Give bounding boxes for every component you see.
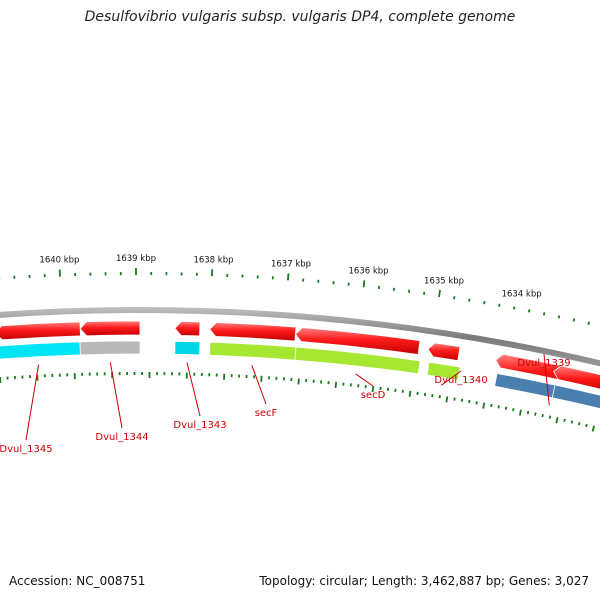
- inner-minor-tick: [468, 399, 471, 404]
- kbp-minor-tick: [587, 321, 590, 325]
- kbp-minor-tick: [483, 301, 486, 305]
- gene-label: secF: [255, 408, 278, 419]
- kbp-label: 1636 kbp: [349, 267, 389, 277]
- gene-labels: Dvul_1345 Dvul_1344 Dvul_1343 secF secD Dvul_…: [0, 353, 571, 455]
- gene-label-pointer: [186, 362, 201, 417]
- gene-label: Dvul_1343: [173, 420, 226, 431]
- gene-label-pointer: [25, 364, 40, 441]
- gene-label-pointer: [109, 362, 123, 429]
- inner-major-tick: [555, 417, 559, 424]
- gene-arrow: [0, 321, 81, 341]
- inner-major-tick: [591, 425, 595, 432]
- kbp-minor-tick: [542, 312, 546, 316]
- genome-title: Desulfovibrio vulgaris subsp. vulgaris D…: [84, 9, 516, 25]
- gene-arrow: [294, 327, 421, 356]
- gene-arrow: [553, 365, 600, 390]
- kbp-major-tick: [438, 289, 441, 298]
- cog-block: [174, 340, 201, 356]
- accession-label: Accession: NC_008751: [9, 574, 146, 588]
- cog-track: [0, 340, 600, 410]
- inner-minor-tick: [570, 420, 574, 424]
- gene-label: Dvul_1344: [95, 432, 148, 443]
- kbp-label: 1638 kbp: [193, 255, 233, 265]
- inner-major-tick: [334, 381, 338, 388]
- inner-major-tick: [445, 396, 449, 403]
- inner-minor-tick: [534, 412, 537, 416]
- inner-major-tick: [371, 385, 375, 393]
- inner-minor-tick: [475, 401, 478, 405]
- inner-minor-tick: [541, 413, 544, 418]
- kbp-label: 1639 kbp: [116, 254, 156, 264]
- inner-minor-tick: [577, 422, 581, 426]
- gene-label-pointer: [355, 373, 374, 387]
- kbp-major-tick: [287, 273, 290, 281]
- gene-label: Dvul_1339: [517, 358, 570, 369]
- backbone-ring: [0, 307, 600, 367]
- inner-minor-tick: [504, 406, 508, 410]
- gene-arrow: [79, 320, 141, 337]
- gene-label-pointer: [543, 353, 550, 406]
- inner-minor-tick: [497, 405, 500, 409]
- inner-minor-tick: [548, 415, 552, 419]
- kbp-major-tick: [362, 280, 366, 288]
- gene-arrow: [174, 321, 201, 337]
- cog-block: [209, 341, 297, 361]
- gene-label: Dvul_1345: [0, 444, 53, 455]
- kbp-ruler: 1640 kbp 1639 kbp 1638 kbp 1637 kbp 1636 kbp…: [0, 254, 590, 325]
- inner-minor-tick: [490, 403, 493, 408]
- kbp-minor-tick: [572, 318, 576, 322]
- cog-block: [426, 361, 461, 381]
- gene-label-pointer: [440, 370, 462, 386]
- kbp-minor-tick: [557, 315, 561, 319]
- gene-label: secD: [361, 390, 386, 401]
- inner-minor-tick: [585, 423, 588, 428]
- cog-block: [551, 384, 600, 409]
- inner-tick-ruler: [0, 372, 595, 432]
- cog-block: [79, 340, 141, 356]
- kbp-label: 1637 kbp: [271, 260, 311, 270]
- kbp-label: 1640 kbp: [39, 256, 79, 266]
- kbp-minor-tick: [498, 303, 501, 307]
- gene-label-pointer: [251, 365, 267, 405]
- genome-summary: Topology: circular; Length: 3,462,887 bp…: [259, 574, 589, 588]
- cog-block: [0, 341, 81, 360]
- kbp-minor-tick: [528, 309, 531, 313]
- cog-block: [294, 346, 421, 375]
- inner-minor-tick: [512, 407, 515, 412]
- gene-label: Dvul_1340: [434, 375, 487, 386]
- inner-major-tick: [408, 390, 412, 397]
- gene-arrow: [209, 322, 297, 342]
- gene-track: [0, 320, 600, 390]
- genome-backbone: [0, 307, 600, 367]
- inner-minor-tick: [526, 410, 530, 415]
- kbp-label: 1635 kbp: [424, 277, 464, 287]
- gene-arrow: [427, 342, 461, 362]
- inner-major-tick: [518, 409, 522, 416]
- inner-major-tick: [482, 402, 486, 409]
- kbp-label: 1634 kbp: [502, 290, 542, 300]
- kbp-minor-tick: [513, 306, 516, 310]
- inner-minor-tick: [563, 418, 566, 423]
